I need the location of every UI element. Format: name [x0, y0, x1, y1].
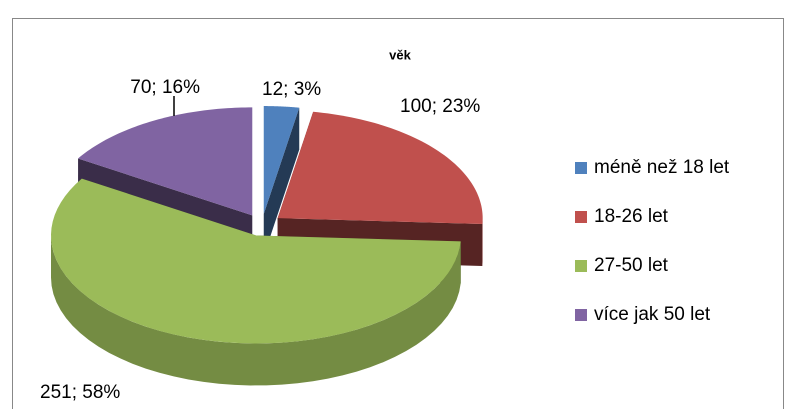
legend-swatch — [575, 162, 587, 174]
data-label: 12; 3% — [262, 79, 321, 100]
data-label: 251; 58% — [40, 382, 120, 403]
data-label: 70; 16% — [130, 77, 200, 98]
legend-label: více jak 50 let — [594, 304, 711, 325]
legend-swatch — [575, 260, 587, 272]
legend-label: 27-50 let — [594, 255, 669, 276]
legend-label: 18-26 let — [594, 206, 669, 227]
data-label: 100; 23% — [400, 96, 480, 117]
legend-swatch — [575, 211, 587, 223]
legend-swatch — [575, 309, 587, 321]
legend-label: méně než 18 let — [594, 157, 730, 178]
chart-title: věk — [389, 47, 411, 62]
